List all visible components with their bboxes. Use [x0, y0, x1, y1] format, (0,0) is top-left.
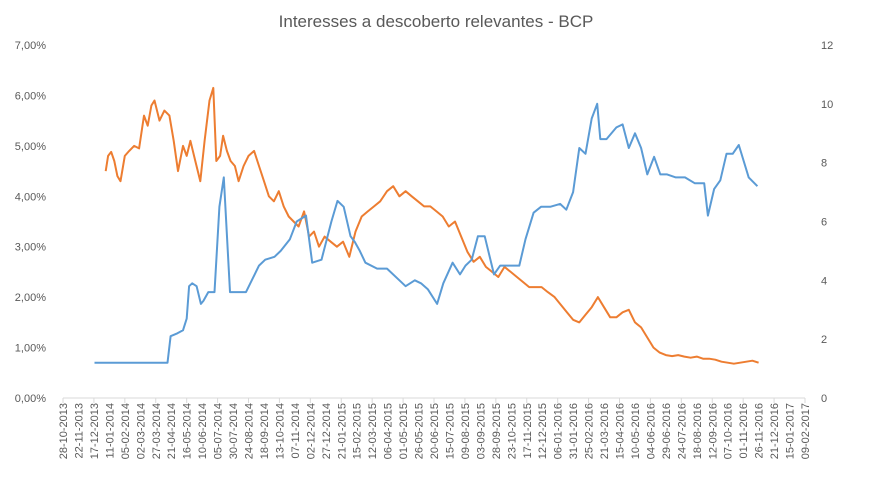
x-tick-label: 27-12-2014: [321, 403, 333, 459]
x-tick-label: 18-08-2016: [692, 403, 704, 459]
x-tick-label: 12-03-2015: [367, 403, 379, 459]
x-tick-label: 01-05-2015: [398, 403, 410, 459]
chart-title: Interesses a descoberto relevantes - BCP: [279, 12, 594, 31]
y-right-tick-label: 12: [821, 40, 833, 52]
x-tick-label: 18-09-2014: [259, 403, 271, 459]
x-tick-label: 15-07-2015: [444, 403, 456, 459]
x-tick-label: 12-12-2015: [537, 403, 549, 459]
x-tick-label: 02-03-2014: [135, 403, 147, 459]
x-tick-label: 27-03-2014: [151, 403, 163, 459]
series-line-1: [104, 86, 759, 365]
y-right-tick-label: 2: [821, 334, 827, 346]
x-tick-label: 26-11-2016: [754, 403, 766, 458]
y-axis-left: 0,00% 1,00% 2,00% 3,00% 4,00% 5,00% 6,00% 7,00%: [15, 40, 46, 405]
x-tick-label: 30-07-2014: [228, 403, 240, 459]
x-tick-label: 05-07-2014: [213, 403, 225, 459]
x-tick-label: 15-01-2017: [785, 403, 797, 459]
x-tick-label: 20-06-2015: [429, 403, 441, 459]
x-tick-label: 02-12-2014: [305, 403, 317, 459]
x-axis: 28-10-2013 17-12-2013 05-02-2014 27-03-2014…: [58, 397, 812, 459]
y-left-tick-label: 6,00%: [15, 90, 46, 102]
x-tick-label: 29-06-2016: [661, 403, 673, 459]
y-right-tick-label: 8: [821, 158, 827, 170]
y-right-tick-label: 6: [821, 217, 827, 229]
x-tick-label: 12-09-2016: [707, 403, 719, 459]
y-right-tick-label: 4: [821, 275, 827, 287]
x-tick-label: 16-05-2014: [182, 403, 194, 459]
x-tick-label: 10-05-2016: [630, 403, 642, 459]
x-tick-label: 24-07-2016: [676, 403, 688, 459]
x-tick-label: 17-11-2015: [522, 403, 534, 458]
x-tick-label: 21-03-2016: [599, 403, 611, 459]
x-tick-label: 15-02-2015: [352, 403, 364, 459]
series-line-2: [94, 102, 759, 364]
x-tick-label: 21-04-2014: [166, 403, 178, 459]
series-layer: [94, 86, 759, 365]
x-tick-label: 03-09-2015: [475, 403, 487, 459]
x-tick-label: 05-02-2014: [120, 403, 132, 459]
x-tick-label: 28-10-2013: [58, 403, 70, 459]
y-left-tick-label: 1,00%: [15, 343, 46, 355]
x-tick-label: 01-11-2016: [738, 403, 750, 458]
x-tick-label: 31-01-2016: [568, 403, 580, 459]
y-right-tick-label: 0: [821, 393, 827, 405]
x-tick-label: 10-06-2014: [197, 403, 209, 459]
x-tick-label: 21-12-2016: [769, 403, 781, 459]
y-axis-right: 0 2 4 6 8 10 12: [821, 40, 833, 405]
x-tick-label: 21-01-2015: [336, 403, 348, 459]
x-tick-label: 09-02-2017: [800, 403, 812, 459]
x-tick-label: 09-08-2015: [460, 403, 472, 459]
x-tick-label: 04-06-2016: [645, 403, 657, 459]
x-tick-label: 17-12-2013: [89, 403, 101, 459]
y-right-tick-label: 10: [821, 99, 833, 111]
y-left-tick-label: 4,00%: [15, 191, 46, 203]
x-tick-label: 28-09-2015: [491, 403, 503, 459]
x-tick-label: 23-10-2015: [506, 403, 518, 459]
y-left-tick-label: 5,00%: [15, 141, 46, 153]
y-left-tick-label: 7,00%: [15, 40, 46, 52]
x-tick-label: 25-02-2016: [584, 403, 596, 459]
y-left-tick-label: 0,00%: [15, 393, 46, 405]
x-tick-label: 13-10-2014: [274, 403, 286, 459]
x-tick-label: 24-08-2014: [244, 403, 256, 459]
x-tick-label: 06-04-2015: [383, 403, 395, 459]
y-left-tick-label: 3,00%: [15, 242, 46, 254]
x-tick-label: 07-10-2016: [723, 403, 735, 459]
x-tick-label: 07-11-2014: [290, 403, 302, 458]
x-tick-label: 11-01-2014: [104, 403, 116, 458]
x-tick-label: 06-01-2016: [553, 403, 565, 459]
x-tick-label: 26-05-2015: [414, 403, 426, 459]
x-tick-label: 15-04-2016: [615, 403, 627, 459]
y-left-tick-label: 2,00%: [15, 292, 46, 304]
x-tick-label: 22-11-2013: [73, 403, 85, 458]
